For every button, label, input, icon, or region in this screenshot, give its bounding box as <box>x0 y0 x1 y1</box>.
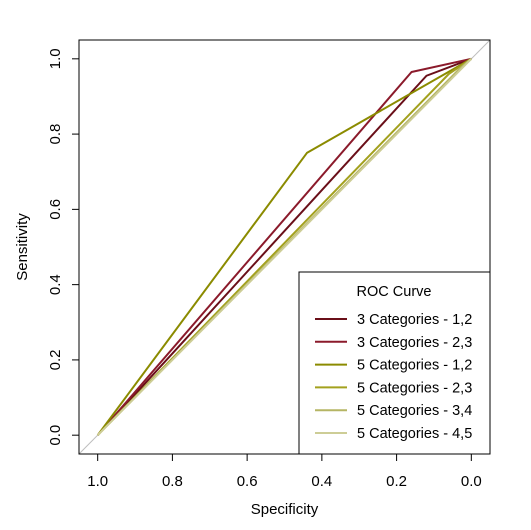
y-axis-title: Sensitivity <box>14 213 31 281</box>
x-axis-title: Specificity <box>251 501 319 518</box>
y-tick-label: 1.0 <box>47 48 64 69</box>
x-tick-label: 0.6 <box>237 473 258 490</box>
x-tick-label: 0.2 <box>386 473 407 490</box>
series-layer <box>96 57 473 436</box>
y-tick-label: 0.2 <box>47 349 64 370</box>
legend-label: 3 Categories - 1,2 <box>357 312 472 328</box>
legend-label: 5 Categories - 1,2 <box>357 358 472 374</box>
legend-label: 5 Categories - 2,3 <box>357 380 472 396</box>
legend-label: 3 Categories - 2,3 <box>357 335 472 351</box>
x-tick-label: 0.0 <box>461 473 482 490</box>
roc-series-line-2 <box>96 57 472 436</box>
y-tick-label: 0.8 <box>47 124 64 145</box>
y-tick-label: 0.0 <box>47 425 64 446</box>
legend-items: 3 Categories - 1,2 3 Categories - 2,3 5 Ca… <box>315 312 472 442</box>
legend: ROC Curve 3 Categories - 1,23 Categories… <box>298 271 491 455</box>
y-axis: 0.0 0.2 0.4 0.6 0.8 1.0 <box>47 48 80 446</box>
legend-box <box>298 271 491 455</box>
x-tick-label: 1.0 <box>87 473 108 490</box>
x-tick-label: 0.8 <box>162 473 183 490</box>
roc-series-line-3 <box>96 57 472 436</box>
roc-series-line-6 <box>96 58 473 436</box>
legend-title: ROC Curve <box>357 284 432 300</box>
y-tick-label: 0.4 <box>47 274 64 295</box>
x-axis: 1.0 0.8 0.6 0.4 0.2 0.0 <box>87 453 482 490</box>
x-tick-label: 0.4 <box>311 473 332 490</box>
y-tick-label: 0.6 <box>47 199 64 220</box>
roc-series-line-1 <box>96 57 472 436</box>
legend-label: 5 Categories - 4,5 <box>357 426 472 442</box>
legend-label: 5 Categories - 3,4 <box>357 403 472 419</box>
